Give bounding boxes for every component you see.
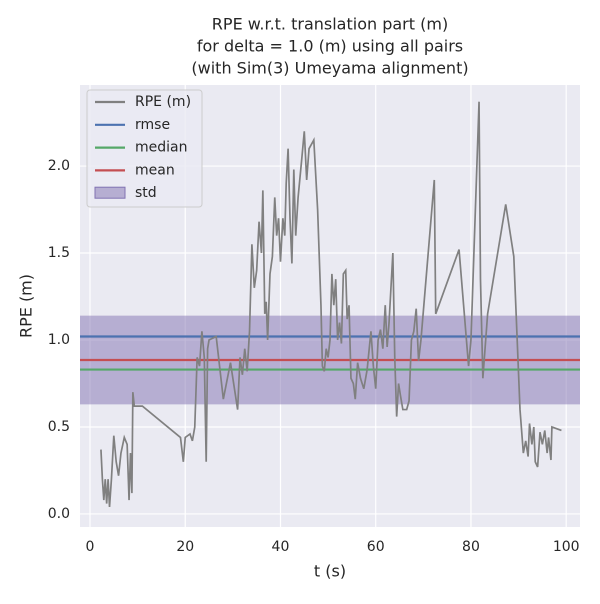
chart-title: (with Sim(3) Umeyama alignment)	[191, 59, 468, 78]
legend-box	[86, 89, 203, 208]
x-tick-label: 60	[367, 539, 385, 555]
legend-label: RPE (m)	[135, 94, 191, 110]
x-tick-label: 80	[462, 539, 480, 555]
y-tick-label: 1.0	[48, 332, 70, 348]
y-tick-label: 0.5	[48, 419, 70, 435]
chart-title: for delta = 1.0 (m) using all pairs	[197, 37, 463, 56]
legend-label: std	[135, 185, 157, 201]
x-tick-label: 0	[86, 539, 95, 555]
rpe-line	[100, 101, 562, 508]
x-tick-label: 40	[272, 539, 290, 555]
x-tick-label: 20	[176, 539, 194, 555]
legend-label: rmse	[135, 117, 170, 133]
x-axis-label: t (s)	[314, 562, 346, 581]
y-axis-label: RPE (m)	[17, 274, 36, 338]
y-tick-label: 0.0	[48, 506, 70, 522]
y-tick-label: 1.5	[48, 245, 70, 261]
legend-label: median	[135, 140, 187, 156]
legend-swatch	[94, 186, 126, 199]
legend-label: mean	[135, 162, 175, 178]
x-tick-label: 100	[553, 539, 580, 555]
chart-title: RPE w.r.t. translation part (m)	[212, 15, 448, 34]
y-tick-label: 2.0	[48, 158, 70, 174]
